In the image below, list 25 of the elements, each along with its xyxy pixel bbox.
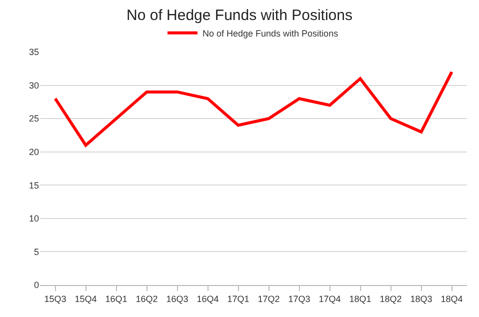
x-tick-label: 18Q3: [410, 294, 432, 304]
x-tick-label: 16Q2: [136, 294, 158, 304]
x-tick-label: 16Q3: [166, 294, 188, 304]
x-tick-label: 18Q1: [349, 294, 372, 304]
x-tick-label: 18Q2: [380, 294, 402, 304]
y-tick-label: 15: [28, 180, 39, 190]
x-tick-label: 17Q4: [318, 294, 341, 304]
y-tick-label: 25: [28, 114, 39, 124]
y-tick-label: 30: [28, 80, 39, 90]
y-tick-label: 0: [34, 280, 39, 290]
x-tick-label: 17Q3: [288, 294, 310, 304]
x-tick-label: 17Q1: [227, 294, 250, 304]
y-tick-label: 35: [28, 47, 39, 58]
x-tick-label: 17Q2: [258, 294, 280, 304]
chart-title: No of Hedge Funds with Positions: [126, 7, 352, 24]
line-series: [54, 70, 454, 147]
x-tick-label: 16Q1: [105, 294, 128, 304]
x-tick-label: 15Q3: [44, 294, 66, 304]
y-tick-label: 10: [28, 214, 39, 224]
y-tick-label: 20: [28, 147, 39, 158]
x-tick-label: 16Q4: [196, 294, 219, 304]
x-tick-label: 18Q4: [440, 294, 463, 304]
legend-label: No of Hedge Funds with Positions: [202, 28, 339, 38]
x-tick-label: 15Q4: [74, 294, 97, 304]
y-tick-label: 5: [34, 246, 39, 257]
